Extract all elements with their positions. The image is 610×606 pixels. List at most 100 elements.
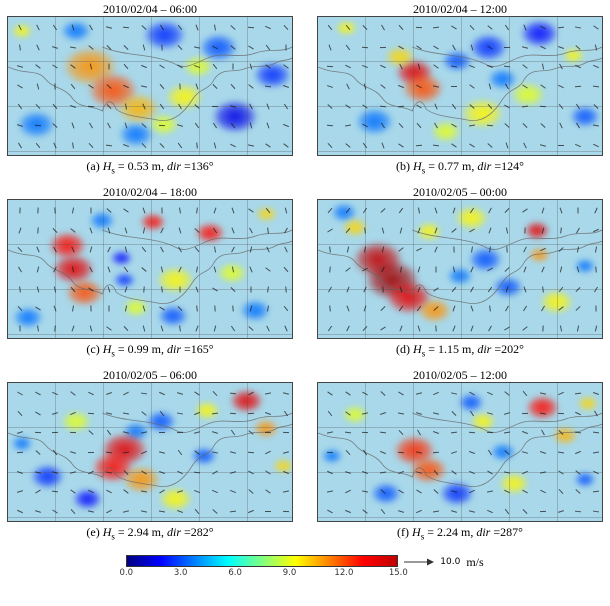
hs-subscript: s <box>111 531 115 542</box>
panel-a-title: 2010/02/04 – 06:00 <box>102 2 197 16</box>
wind-quiver-mark <box>539 105 546 107</box>
heatmap-blob <box>519 391 566 425</box>
panel-d-title: 2010/02/05 – 00:00 <box>412 185 507 199</box>
wind-quiver-mark <box>123 26 130 29</box>
wind-quiver-mark <box>247 412 254 414</box>
wind-quiver-mark <box>194 471 201 474</box>
wind-quiver-mark <box>285 44 287 51</box>
hs-value: = 0.99 m, <box>114 342 168 356</box>
heatmap-blob <box>252 203 281 224</box>
heatmap-blob <box>150 261 202 299</box>
colorbar-tick: 3.0 <box>173 568 188 578</box>
hs-subscript: s <box>421 348 426 359</box>
heatmap-blob <box>366 479 407 508</box>
wind-quiver-mark <box>451 85 458 88</box>
dir-value: =287° <box>490 525 523 539</box>
heatmap-blob <box>67 484 108 514</box>
heatmap-blob <box>332 17 361 39</box>
hs-symbol: H <box>102 342 112 356</box>
wind-quiver-mark <box>542 325 544 332</box>
caption-label: (c) <box>86 342 103 356</box>
panel-c-heatmap <box>7 199 293 339</box>
panel-d: 2010/02/05 – 00:00 (d) Hs = 1.15 m, dir … <box>317 185 603 358</box>
hs-symbol: H <box>412 525 421 539</box>
dir-value: =282° <box>181 525 214 539</box>
wind-quiver-mark <box>161 44 163 51</box>
panel-a: 2010/02/04 – 06:00 (a) Hs = 0.53 m, dir … <box>7 2 293 175</box>
wind-quiver-mark <box>326 451 333 454</box>
wind-quiver-mark <box>90 305 92 312</box>
coastline <box>318 229 602 305</box>
panel-f-title: 2010/02/05 – 12:00 <box>412 368 507 382</box>
coastline <box>318 46 602 122</box>
panel-e-caption: (e) Hs = 2.94 m, dir =282° <box>7 524 293 541</box>
wind-quiver-mark <box>36 227 39 234</box>
heatmap-blob <box>110 269 139 291</box>
heatmap-blob <box>212 258 253 288</box>
panel-a-caption: (a) Hs = 0.53 m, dir =136° <box>7 158 293 175</box>
heatmap-blob <box>152 301 193 331</box>
coastline-north-path <box>412 412 602 433</box>
heatmap-blob <box>525 244 554 266</box>
panel-a-heatmap <box>7 16 293 156</box>
heatmap-blob <box>394 68 452 110</box>
panel-e-title: 2010/02/05 – 06:00 <box>102 368 197 382</box>
hs-subscript: s <box>111 348 115 359</box>
colorbar-tick: 0.0 <box>119 568 134 578</box>
heatmap-blob <box>570 469 600 490</box>
colorbar-block: 0.0 3.0 6.0 9.0 12.0 15.0 <box>120 555 408 579</box>
heatmap-blob <box>249 416 284 441</box>
wind-quiver-mark <box>415 26 422 28</box>
wind-quiver-mark <box>87 412 94 414</box>
panel-c: 2010/02/04 – 18:00 (c) Hs = 0.99 m, dir … <box>7 185 293 358</box>
heatmap-blob <box>25 460 71 494</box>
panel-f-heatmap <box>317 382 603 522</box>
dir-symbol: dir <box>476 525 491 539</box>
coastline-north-path <box>412 229 602 250</box>
wind-quiver-mark <box>19 207 21 214</box>
heatmap-blob <box>8 20 37 41</box>
panel-e-heatmap <box>7 382 293 522</box>
dir-value: =136° <box>181 159 214 173</box>
hs-subscript: s <box>421 165 426 176</box>
coastline <box>8 229 292 305</box>
colorbar-gradient <box>126 555 399 567</box>
colorbar-tick: 15.0 <box>388 568 408 578</box>
heatmap-blob <box>152 482 199 516</box>
heatmap-blob <box>8 433 37 454</box>
heatmap-blob <box>337 215 372 240</box>
wind-quiver-mark <box>212 412 219 414</box>
coastline-south-path <box>8 240 292 305</box>
coastline-south-path <box>8 423 292 488</box>
colorbar-ticks: 0.0 3.0 6.0 9.0 12.0 15.0 <box>120 568 408 579</box>
panel-b: 2010/02/04 – 12:00 (b) Hs = 0.77 m, dir … <box>317 2 603 175</box>
panel-d-caption: (d) Hs = 1.15 m, dir =202° <box>317 341 603 358</box>
hs-value: = 0.77 m, <box>425 159 478 173</box>
heatmap-blob <box>349 103 401 141</box>
dir-symbol: dir <box>477 159 492 173</box>
wind-quiver-mark <box>504 46 511 48</box>
wind-quiver-mark <box>232 63 234 70</box>
coastline-south-path <box>318 57 602 122</box>
hs-value: = 2.24 m, <box>424 525 477 539</box>
panel-f: 2010/02/05 – 12:00 (f) Hs = 2.24 m, dir … <box>317 368 603 541</box>
hs-value: = 0.53 m, <box>114 159 168 173</box>
panel-c-title: 2010/02/04 – 18:00 <box>102 185 197 199</box>
panel-b-caption: (b) Hs = 0.77 m, dir =124° <box>317 158 603 175</box>
heatmap-blob <box>8 302 48 332</box>
heatmap-blob <box>269 455 292 476</box>
hs-symbol: H <box>102 159 112 173</box>
wind-quiver-mark <box>108 63 110 70</box>
colorbar-tick: 9.0 <box>282 568 297 578</box>
coastline-south-path <box>8 57 292 122</box>
panel-e: 2010/02/05 – 06:00 (e) Hs = 2.94 m, dir … <box>7 368 293 541</box>
heatmap-blob <box>235 296 275 325</box>
dir-symbol: dir <box>167 159 182 173</box>
dir-symbol: dir <box>167 525 182 539</box>
wind-quiver-mark <box>229 412 236 414</box>
wind-quiver-mark <box>179 286 181 293</box>
hs-symbol: H <box>102 525 112 539</box>
wind-quiver-mark <box>19 325 21 332</box>
dir-symbol: dir <box>477 342 492 356</box>
colorbar-tick: 12.0 <box>334 568 354 578</box>
